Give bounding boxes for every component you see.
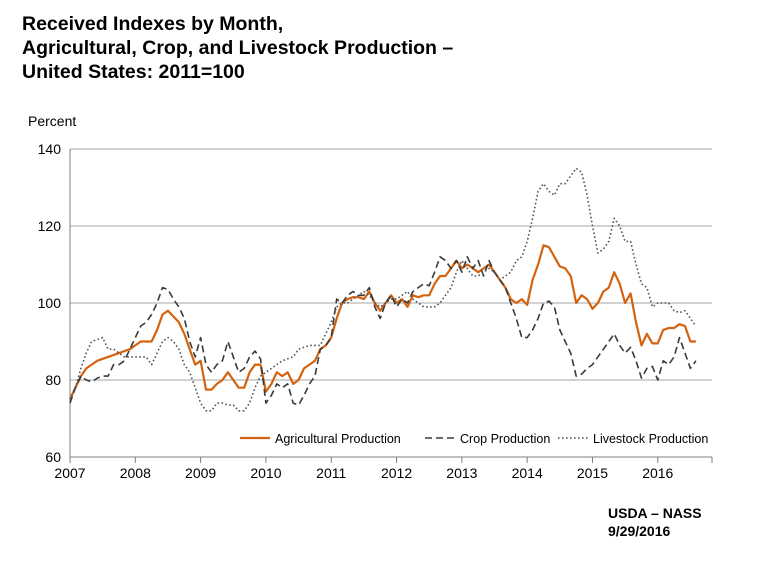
source-agency: USDA – NASS — [608, 505, 702, 521]
x-tick-label: 2014 — [512, 465, 543, 481]
x-tick-label: 2009 — [185, 465, 216, 481]
x-tick-label: 2008 — [120, 465, 151, 481]
legend-label: Livestock Production — [593, 432, 708, 446]
legend-label: Crop Production — [460, 432, 550, 446]
y-tick-label: 60 — [45, 449, 61, 465]
y-tick-label: 120 — [38, 218, 62, 234]
x-tick-label: 2010 — [250, 465, 281, 481]
title-line-1: Received Indexes by Month, — [22, 13, 284, 35]
y-tick-label: 100 — [38, 295, 62, 311]
x-tick-label: 2016 — [642, 465, 673, 481]
gridlines — [70, 148, 712, 381]
x-tick-label: 2007 — [54, 465, 85, 481]
x-tick-label: 2011 — [316, 465, 346, 481]
series-line-3 — [69, 167, 697, 412]
chart-title: Received Indexes by Month, Agricultural,… — [22, 12, 722, 84]
title-line-3: United States: 2011=100 — [22, 61, 245, 83]
axes — [69, 149, 713, 463]
title-line-2: Agricultural, Crop, and Livestock Produc… — [22, 37, 454, 59]
legend-label: Agricultural Production — [275, 432, 401, 446]
tick-labels: 60 80 100 120 140 2007 2008 2009 2010 2011 2012 201… — [38, 141, 674, 481]
series-line-1 — [69, 244, 696, 400]
source-date: 9/29/2016 — [608, 523, 671, 539]
x-tick-label: 2015 — [577, 465, 608, 481]
x-tick-label: 2012 — [381, 465, 412, 481]
y-axis-label: Percent — [28, 113, 76, 129]
source-credit: USDA – NASS 9/29/2016 — [608, 504, 702, 540]
y-tick-label: 140 — [38, 141, 62, 157]
series-line-2 — [69, 256, 697, 406]
x-tick-label: 2013 — [446, 465, 477, 481]
y-tick-label: 80 — [45, 372, 61, 388]
series-lines — [69, 167, 697, 412]
legend: Agricultural Production Crop Production Li… — [240, 432, 708, 446]
